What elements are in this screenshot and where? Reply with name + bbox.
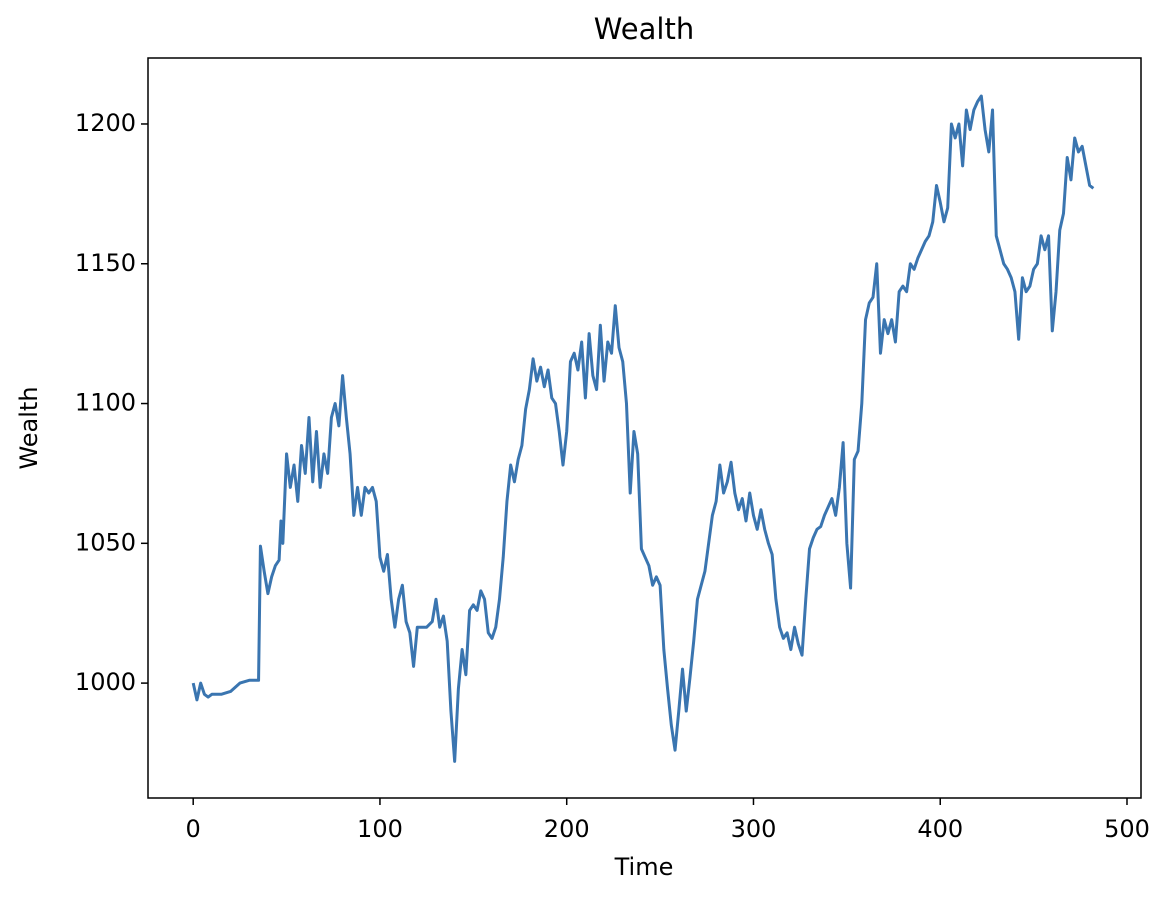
y-tick-label: 1100 xyxy=(75,389,136,417)
x-tick-label: 500 xyxy=(1104,815,1150,843)
y-tick-label: 1000 xyxy=(75,668,136,696)
data-line xyxy=(191,94,1095,763)
x-tick-label: 200 xyxy=(544,815,590,843)
x-tick-label: 300 xyxy=(731,815,777,843)
x-tick-label: 400 xyxy=(917,815,963,843)
plot-frame xyxy=(147,57,1142,799)
x-tick-label: 0 xyxy=(186,815,201,843)
y-tick-label: 1050 xyxy=(75,528,136,556)
y-tick-label: 1150 xyxy=(75,249,136,277)
y-tick-label: 1200 xyxy=(75,109,136,137)
chart-title: Wealth xyxy=(594,12,694,46)
x-axis-label: Time xyxy=(614,853,674,881)
y-axis-label: Wealth xyxy=(15,386,43,469)
x-tick-label: 100 xyxy=(357,815,403,843)
